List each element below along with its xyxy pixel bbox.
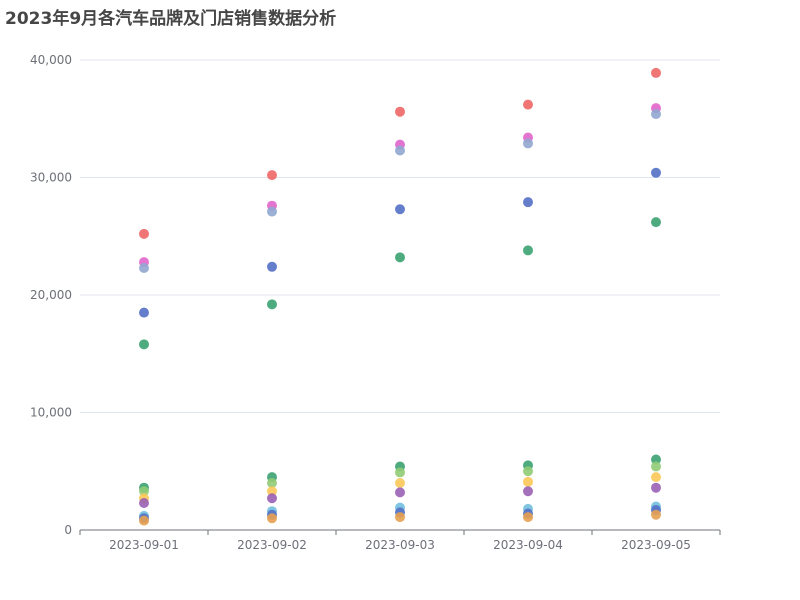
x-axis-tick-labels: 2023-09-01 2023-09-02 2023-09-03 2023-09-04… bbox=[109, 538, 691, 552]
data-point[interactable] bbox=[651, 217, 661, 228]
data-point[interactable] bbox=[523, 486, 533, 497]
data-point[interactable] bbox=[395, 512, 405, 523]
x-tick-label: 2023-09-02 bbox=[237, 538, 307, 552]
chart-title: 2023年9月各汽车品牌及门店销售数据分析 bbox=[5, 9, 337, 29]
data-point[interactable] bbox=[267, 206, 277, 217]
x-tick-label: 2023-09-03 bbox=[365, 538, 435, 552]
data-point[interactable] bbox=[651, 167, 661, 178]
data-point[interactable] bbox=[523, 99, 533, 110]
data-point[interactable] bbox=[267, 261, 277, 272]
series-7 bbox=[139, 461, 661, 497]
data-point[interactable] bbox=[139, 262, 149, 273]
data-point[interactable] bbox=[139, 307, 149, 318]
series-9 bbox=[139, 482, 661, 508]
x-tick-label: 2023-09-04 bbox=[493, 538, 563, 552]
data-point[interactable] bbox=[267, 299, 277, 310]
data-point[interactable] bbox=[651, 472, 661, 483]
x-tick-label: 2023-09-05 bbox=[621, 538, 691, 552]
y-tick-label: 20,000 bbox=[30, 288, 72, 302]
data-point[interactable] bbox=[395, 106, 405, 117]
series-12 bbox=[139, 509, 661, 526]
series-1 bbox=[139, 67, 661, 239]
data-point[interactable] bbox=[523, 466, 533, 477]
data-point[interactable] bbox=[395, 478, 405, 488]
data-point[interactable] bbox=[523, 245, 533, 256]
data-point[interactable] bbox=[139, 486, 149, 497]
series-5 bbox=[139, 217, 661, 350]
axes bbox=[79, 529, 721, 535]
data-point[interactable] bbox=[651, 109, 661, 120]
data-point[interactable] bbox=[267, 486, 277, 497]
series-2 bbox=[139, 103, 661, 268]
data-point[interactable] bbox=[139, 497, 149, 508]
data-point[interactable] bbox=[523, 512, 533, 523]
y-tick-label: 10,000 bbox=[30, 406, 72, 420]
y-tick-label: 0 bbox=[64, 523, 72, 537]
data-point[interactable] bbox=[139, 515, 149, 526]
data-point[interactable] bbox=[651, 454, 661, 465]
data-point[interactable] bbox=[395, 204, 405, 215]
data-point[interactable] bbox=[651, 482, 661, 493]
series-3 bbox=[139, 109, 661, 273]
data-point[interactable] bbox=[523, 138, 533, 149]
series-4 bbox=[139, 167, 661, 318]
data-points bbox=[139, 67, 661, 526]
x-tick-label: 2023-09-01 bbox=[109, 538, 179, 552]
data-point[interactable] bbox=[267, 513, 277, 524]
data-point[interactable] bbox=[267, 493, 277, 504]
data-point[interactable] bbox=[267, 478, 277, 488]
data-point[interactable] bbox=[651, 67, 661, 78]
data-point[interactable] bbox=[523, 197, 533, 208]
data-point[interactable] bbox=[267, 170, 277, 181]
data-point[interactable] bbox=[651, 509, 661, 520]
data-point[interactable] bbox=[395, 487, 405, 498]
data-point[interactable] bbox=[395, 145, 405, 156]
data-point[interactable] bbox=[523, 476, 533, 487]
y-tick-label: 30,000 bbox=[30, 171, 72, 185]
data-point[interactable] bbox=[139, 228, 149, 239]
grid-lines bbox=[80, 59, 720, 413]
data-point[interactable] bbox=[651, 461, 661, 472]
y-tick-label: 40,000 bbox=[30, 53, 72, 67]
data-point[interactable] bbox=[395, 467, 405, 478]
y-axis-tick-labels: 0 10,000 20,000 30,000 40,000 bbox=[30, 53, 72, 537]
data-point[interactable] bbox=[139, 339, 149, 350]
data-point[interactable] bbox=[395, 252, 405, 263]
